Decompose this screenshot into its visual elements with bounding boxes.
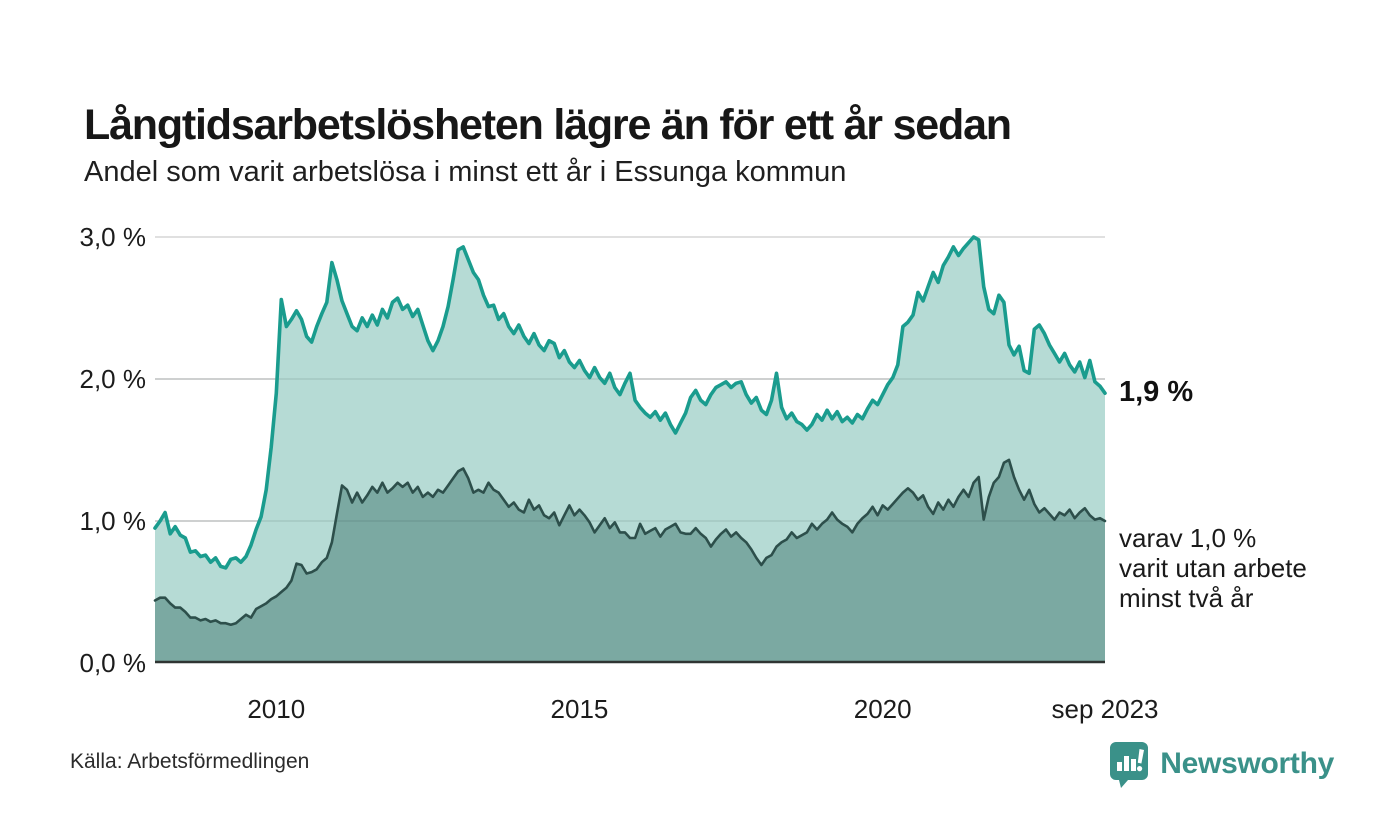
x-tick-label: sep 2023 (1051, 694, 1159, 724)
source-note: Källa: Arbetsförmedlingen (70, 750, 310, 773)
logo-bar-icon (1117, 762, 1123, 771)
chart-subtitle: Andel som varit arbetslösa i minst ett å… (84, 156, 847, 188)
line-unemployed-2yr (153, 458, 1107, 626)
newsworthy-logo-text: Newsworthy (1160, 747, 1334, 780)
end-value-label: 1,9 % (1119, 376, 1194, 409)
line-unemployed-1yr (153, 235, 1107, 570)
area-unemployed-2yr (155, 459, 1105, 663)
y-tick-label: 1,0 % (79, 506, 147, 536)
x-tick-label: 2010 (247, 694, 306, 724)
x-tick-label: 2020 (853, 694, 912, 724)
area-chart (153, 235, 1107, 664)
x-tick-label: 2015 (550, 694, 609, 724)
newsworthy-logo-icon (1110, 742, 1149, 788)
sub-series-label: varav 1,0 % varit utan arbete minst två … (1119, 523, 1307, 613)
logo-exclamation-icon (1138, 749, 1145, 764)
y-tick-label: 0,0 % (79, 648, 147, 678)
y-tick-label: 3,0 % (79, 222, 147, 252)
newsworthy-logo: Newsworthy (1108, 740, 1334, 788)
y-tick-label: 2,0 % (79, 364, 147, 394)
page-title: Långtidsarbetslösheten lägre än för ett … (84, 100, 1012, 149)
logo-bar-icon (1131, 759, 1137, 771)
logo-bar-icon (1124, 756, 1130, 771)
logo-exclamation-dot (1137, 766, 1143, 772)
